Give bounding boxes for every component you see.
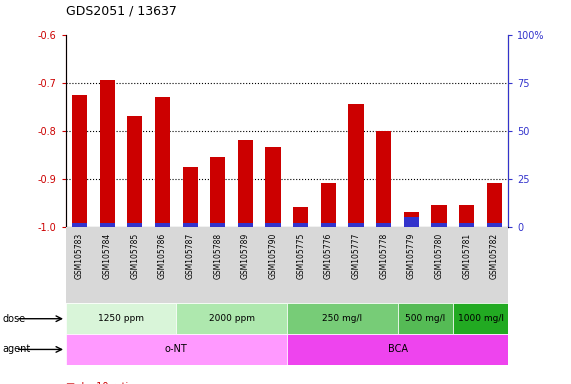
Bar: [293, 223, 308, 227]
Text: GSM105777: GSM105777: [352, 233, 360, 279]
Bar: [348, 223, 364, 227]
Text: GSM105782: GSM105782: [490, 233, 499, 279]
Text: ■  log10 ratio: ■ log10 ratio: [66, 382, 134, 384]
Bar: [376, 131, 391, 227]
Text: BCA: BCA: [388, 344, 408, 354]
Bar: [72, 223, 87, 227]
Bar: [266, 147, 281, 227]
Bar: [404, 212, 419, 227]
Bar: [66, 303, 176, 334]
Bar: [210, 223, 226, 227]
Text: GSM105790: GSM105790: [268, 233, 278, 279]
Bar: [238, 223, 253, 227]
Text: GSM105776: GSM105776: [324, 233, 333, 279]
Text: GDS2051 / 13637: GDS2051 / 13637: [66, 4, 176, 17]
Text: 1250 ppm: 1250 ppm: [98, 314, 144, 323]
Bar: [321, 223, 336, 227]
Text: GSM105789: GSM105789: [241, 233, 250, 279]
Bar: [99, 223, 115, 227]
Bar: [348, 104, 364, 227]
Text: GSM105786: GSM105786: [158, 233, 167, 279]
Bar: [287, 303, 397, 334]
Bar: [459, 205, 475, 227]
Bar: [459, 223, 475, 227]
Bar: [432, 205, 447, 227]
Text: o-NT: o-NT: [165, 344, 188, 354]
Bar: [293, 207, 308, 227]
Text: dose: dose: [3, 314, 26, 324]
Text: GSM105780: GSM105780: [435, 233, 444, 279]
Bar: [238, 140, 253, 227]
Bar: [210, 157, 226, 227]
Bar: [127, 116, 142, 227]
Bar: [321, 184, 336, 227]
Bar: [404, 217, 419, 227]
Text: 1000 mg/l: 1000 mg/l: [457, 314, 504, 323]
Text: GSM105787: GSM105787: [186, 233, 195, 279]
Bar: [72, 94, 87, 227]
Bar: [99, 80, 115, 227]
Bar: [486, 223, 502, 227]
Text: GSM105778: GSM105778: [379, 233, 388, 279]
Text: GSM105783: GSM105783: [75, 233, 84, 279]
Text: 500 mg/l: 500 mg/l: [405, 314, 445, 323]
Text: GSM105785: GSM105785: [130, 233, 139, 279]
Bar: [486, 184, 502, 227]
Bar: [453, 303, 508, 334]
Bar: [397, 303, 453, 334]
Bar: [127, 223, 142, 227]
Bar: [183, 223, 198, 227]
Text: GSM105781: GSM105781: [462, 233, 471, 279]
Text: GSM105784: GSM105784: [103, 233, 112, 279]
Text: 250 mg/l: 250 mg/l: [322, 314, 363, 323]
Bar: [66, 334, 287, 365]
Text: 2000 ppm: 2000 ppm: [208, 314, 255, 323]
Bar: [176, 303, 287, 334]
Bar: [432, 223, 447, 227]
Bar: [266, 223, 281, 227]
Bar: [287, 334, 508, 365]
Bar: [183, 167, 198, 227]
Text: agent: agent: [3, 344, 31, 354]
Bar: [155, 223, 170, 227]
Text: GSM105779: GSM105779: [407, 233, 416, 279]
Text: GSM105775: GSM105775: [296, 233, 305, 279]
Text: GSM105788: GSM105788: [214, 233, 222, 279]
Bar: [155, 97, 170, 227]
Bar: [376, 223, 391, 227]
